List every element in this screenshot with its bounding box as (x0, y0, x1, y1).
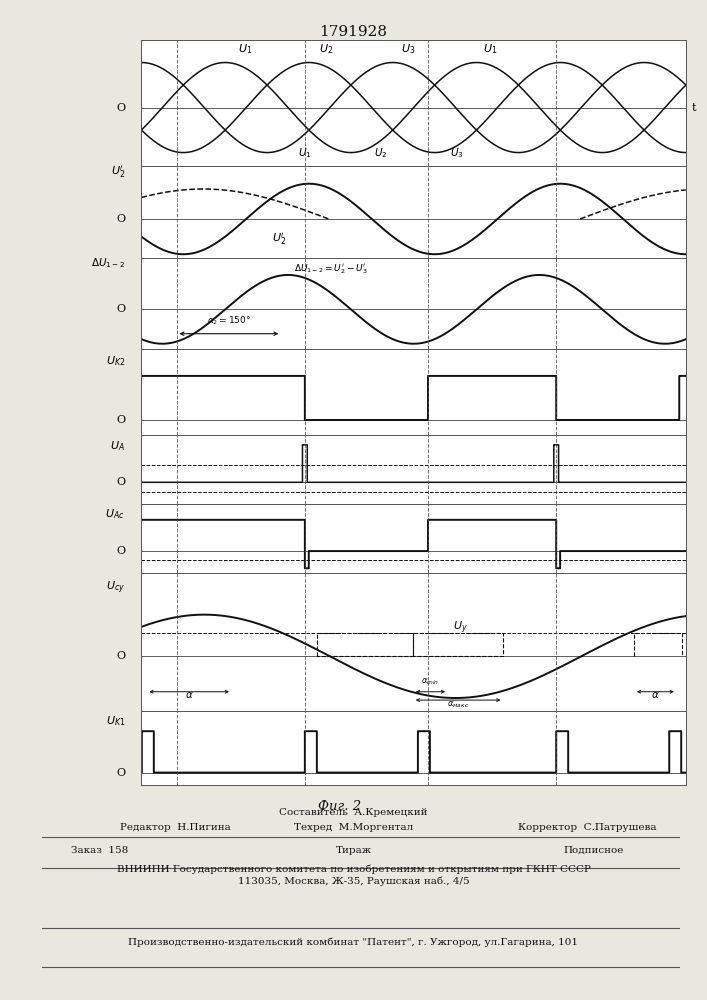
Text: $U_y$: $U_y$ (453, 619, 468, 636)
Text: O: O (116, 768, 125, 778)
Text: t: t (691, 103, 696, 113)
Text: $U_2$: $U_2$ (374, 146, 387, 160)
Text: $\alpha_{min}$: $\alpha_{min}$ (421, 676, 440, 687)
Text: O: O (116, 651, 125, 661)
Text: O: O (116, 546, 125, 556)
Text: O: O (116, 477, 125, 487)
Text: $U_2'$: $U_2'$ (272, 231, 286, 247)
Text: $U_1$: $U_1$ (298, 146, 312, 160)
Text: 113035, Москва, Ж-35, Раушская наб., 4/5: 113035, Москва, Ж-35, Раушская наб., 4/5 (238, 876, 469, 886)
Text: Редактор  Н.Пигина: Редактор Н.Пигина (120, 823, 231, 832)
Text: Производственно-издательский комбинат "Патент", г. Ужгород, ул.Гагарина, 101: Производственно-издательский комбинат "П… (129, 938, 578, 947)
Text: $U_{K2}$: $U_{K2}$ (105, 354, 125, 368)
Text: $\alpha$: $\alpha$ (651, 690, 660, 700)
Text: $U_3$: $U_3$ (401, 43, 415, 56)
Text: $U_2'$: $U_2'$ (111, 164, 125, 180)
Text: 1791928: 1791928 (320, 25, 387, 39)
Text: Техред  М.Моргентал: Техред М.Моргентал (294, 823, 413, 832)
Text: Фиг. 2: Фиг. 2 (318, 800, 361, 813)
Text: Заказ  158: Заказ 158 (71, 846, 128, 855)
Text: ВНИИПИ Государственного комитета по изобретениям и открытиям при ГКНТ СССР: ВНИИПИ Государственного комитета по изоб… (117, 864, 590, 874)
Text: $\alpha_2{=}150°$: $\alpha_2{=}150°$ (207, 315, 251, 327)
Text: $U_3$: $U_3$ (450, 146, 464, 160)
Text: $U_A$: $U_A$ (110, 439, 125, 453)
Text: $U_2$: $U_2$ (320, 43, 334, 56)
Text: O: O (116, 214, 125, 224)
Text: Составитель  А.Кремецкий: Составитель А.Кремецкий (279, 808, 428, 817)
Text: $\Delta U_{1-2}=U_2^{\prime}-U_3^{\prime}$: $\Delta U_{1-2}=U_2^{\prime}-U_3^{\prime… (294, 262, 368, 276)
Text: $\alpha_{макс}$: $\alpha_{макс}$ (447, 699, 469, 710)
Text: O: O (116, 304, 125, 314)
Text: $\alpha$: $\alpha$ (185, 690, 194, 700)
Text: O: O (116, 103, 125, 113)
Text: $U_1$: $U_1$ (238, 43, 252, 56)
Text: $U_{K1}$: $U_{K1}$ (105, 714, 125, 728)
Text: Корректор  С.Патрушева: Корректор С.Патрушева (518, 823, 656, 832)
Text: O: O (116, 415, 125, 425)
Text: $U_1$: $U_1$ (483, 43, 497, 56)
Text: Тираж: Тираж (335, 846, 372, 855)
Text: $U_{cy}$: $U_{cy}$ (106, 580, 125, 596)
Text: $U_{Ac}$: $U_{Ac}$ (105, 508, 125, 521)
Text: $\Delta U_{1-2}$: $\Delta U_{1-2}$ (91, 256, 125, 270)
Text: Подписное: Подписное (563, 846, 624, 855)
